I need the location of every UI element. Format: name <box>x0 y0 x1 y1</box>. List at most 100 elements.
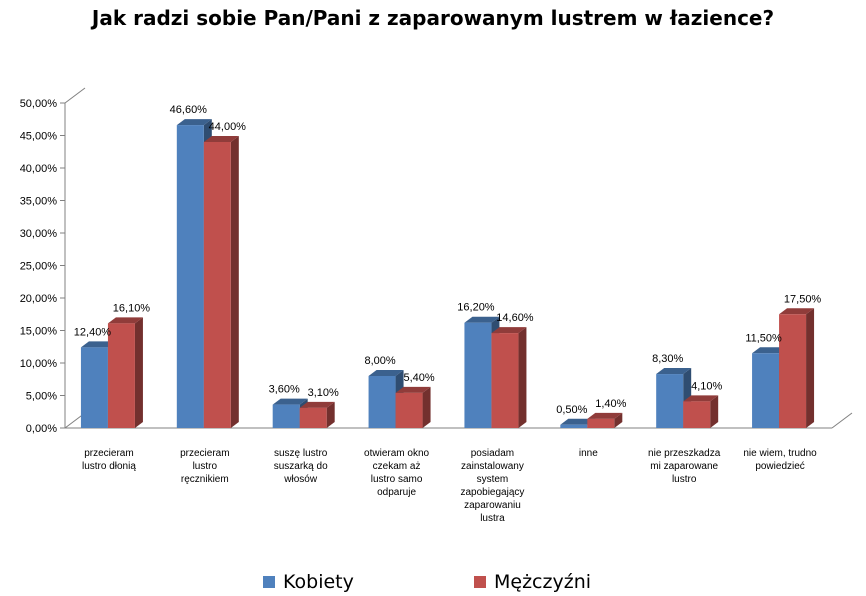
bar-side <box>326 401 335 428</box>
bar-front <box>587 418 615 428</box>
y-tick-label: 40,00% <box>20 163 58 175</box>
x-category-line: lustra <box>480 513 505 524</box>
y-tick-label: 50,00% <box>20 98 58 110</box>
bar-top <box>683 395 719 402</box>
bar-front <box>683 401 711 428</box>
bar-top <box>368 370 404 376</box>
bar-mczyni-6 <box>683 395 719 428</box>
x-category-line: lustro samo <box>371 474 423 485</box>
bar-mczyni-3 <box>395 386 431 428</box>
bar-top <box>299 401 335 408</box>
data-label: 8,30% <box>652 353 683 365</box>
x-category-line: mi zaparowane <box>650 461 718 472</box>
bar-kobiety-6 <box>656 368 692 428</box>
x-category-label: nie przeszkadza mi zaparowane lustro <box>648 448 721 485</box>
bar-mczyni-1 <box>203 136 239 428</box>
data-label: 17,50% <box>784 293 822 305</box>
x-category-line: włosów <box>283 474 318 485</box>
bar-top <box>491 327 527 334</box>
bar-front <box>107 323 135 428</box>
data-label: 44,00% <box>209 121 247 133</box>
bar-front <box>491 333 519 428</box>
y-tick-label: 10,00% <box>20 358 58 370</box>
data-label: 8,00% <box>364 355 395 367</box>
x-category-line: przecieram <box>180 448 229 459</box>
bar-mczyni-4 <box>491 327 527 428</box>
x-category-label: przecieram lustro dłonią <box>82 448 136 472</box>
x-category-line: system <box>477 474 509 485</box>
x-category-line: nie wiem, trudno <box>743 448 817 459</box>
bar-mczyni-0 <box>107 317 143 428</box>
y-tick-label: 20,00% <box>20 293 58 305</box>
x-category-line: suszarką do <box>274 461 328 472</box>
floor-edge-right <box>831 412 853 429</box>
legend-swatch-kobiety <box>263 576 275 588</box>
y-tick-label: 5,00% <box>26 391 57 403</box>
x-category-label: otwieram okno czekam aż lustro samo odparuj… <box>364 448 429 498</box>
y-tick-label: 30,00% <box>20 228 58 240</box>
data-label: 4,10% <box>691 380 722 392</box>
data-label: 0,50% <box>556 404 587 416</box>
x-category-line: lustro <box>672 474 697 485</box>
bar-top <box>80 341 116 348</box>
bar-side <box>518 327 527 428</box>
data-label: 46,60% <box>170 104 208 116</box>
x-category-line: ręcznikiem <box>181 474 229 485</box>
x-category-line: zaparowaniu <box>464 500 521 511</box>
legend-label-mezczyzni: Mężczyźni <box>494 571 592 593</box>
bar-front <box>656 374 684 428</box>
bar-front <box>80 347 108 428</box>
bar-top <box>203 136 239 142</box>
bar-side <box>230 136 239 428</box>
bar-top <box>779 308 815 315</box>
data-label: 16,10% <box>113 302 151 314</box>
data-label: 1,40% <box>595 398 626 410</box>
bar-top <box>752 347 788 354</box>
bar-top <box>272 398 308 405</box>
x-category-line: posiadam <box>471 448 514 459</box>
bar-front <box>203 142 231 428</box>
bar-top <box>464 316 500 323</box>
bar-top <box>656 368 692 375</box>
bar-front <box>779 314 807 428</box>
bar-side <box>710 395 719 428</box>
x-category-line: lustro dłonią <box>82 461 136 472</box>
data-label: 3,10% <box>308 387 339 399</box>
x-category-line: lustro <box>193 461 218 472</box>
bar-side <box>134 317 143 428</box>
bar-front <box>176 125 204 428</box>
x-category-label: suszę lustro suszarką do włosów <box>274 448 328 485</box>
bar-top <box>587 412 623 419</box>
x-category-line: czekam aż <box>373 461 421 472</box>
data-label: 12,40% <box>74 326 112 338</box>
wall-edge <box>64 87 86 104</box>
x-category-line: zapobiegający <box>460 487 524 498</box>
x-category-line: inne <box>579 448 598 459</box>
y-tick-label: 15,00% <box>20 326 58 338</box>
bar-front <box>560 424 588 428</box>
x-category-line: nie przeszkadza <box>648 448 721 459</box>
y-axis-ticks: 0,00% 5,00% 10,00% 15,00% 20,00% 25,00% 30,00%… <box>20 98 65 435</box>
data-label: 5,40% <box>403 372 434 384</box>
x-category-line: odparuje <box>377 487 416 498</box>
legend-swatch-mezczyzni <box>474 576 486 588</box>
chart-title: Jak radzi sobie Pan/Pani z zaparowanym l… <box>91 6 775 30</box>
x-category-label: posiadam zainstalowany system zapobiegający… <box>460 448 524 524</box>
x-category-line: przecieram <box>84 448 133 459</box>
y-tick-label: 35,00% <box>20 196 58 208</box>
bar-side <box>614 412 623 428</box>
bar-front <box>299 407 327 428</box>
bar-front <box>464 322 492 428</box>
x-axis-categories: przecieram lustro dłonią przecieram lustro r… <box>82 448 817 524</box>
x-category-line: otwieram okno <box>364 448 429 459</box>
x-category-line: powiedzieć <box>755 461 804 472</box>
bar-top <box>176 119 212 126</box>
data-label: 3,60% <box>269 384 300 396</box>
bars <box>80 119 815 428</box>
data-labels: 12,40%16,10% 46,60%44,00% 3,60% 3,10% 8,00% 5… <box>74 104 822 416</box>
x-category-label: przecieram lustro ręcznikiem <box>180 448 229 485</box>
y-tick-label: 0,00% <box>26 423 57 435</box>
y-tick-label: 25,00% <box>20 261 58 273</box>
x-category-line: zainstalowany <box>461 461 524 472</box>
